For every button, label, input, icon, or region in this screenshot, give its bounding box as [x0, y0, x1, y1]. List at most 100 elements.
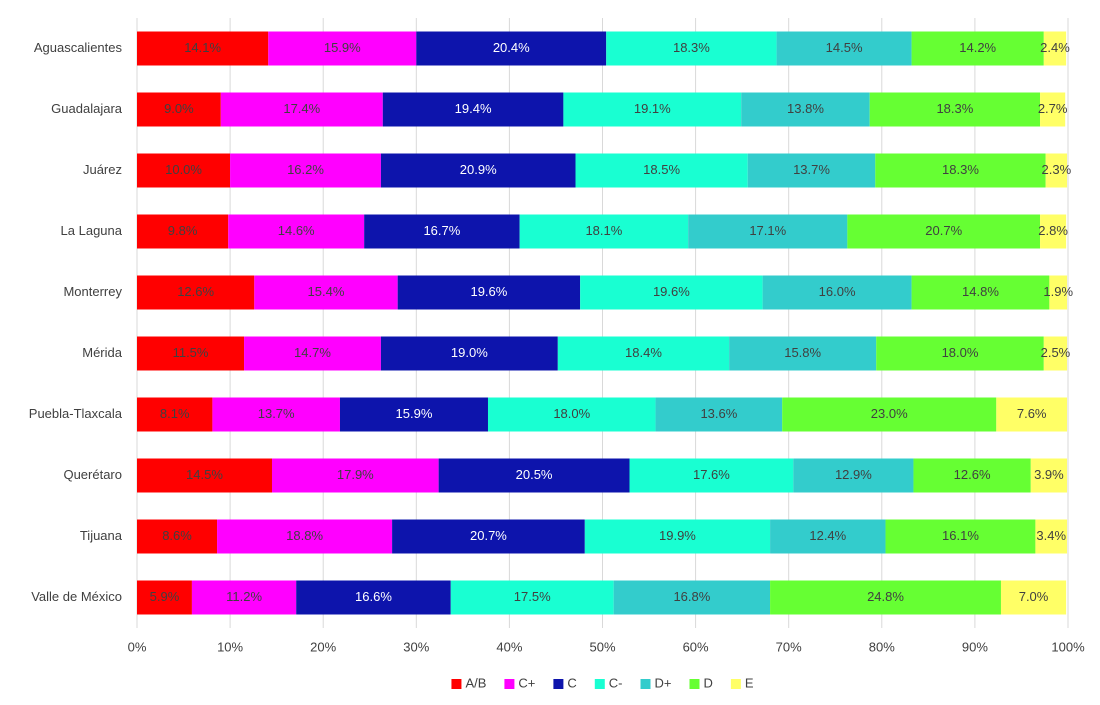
data-label: 1.9%: [1043, 284, 1073, 299]
data-label: 14.1%: [184, 40, 221, 55]
bar-segment: [519, 214, 689, 249]
legend-swatch: [640, 679, 651, 689]
data-label: 16.0%: [819, 284, 856, 299]
bar-segment: [191, 580, 297, 615]
data-label: 20.4%: [493, 40, 530, 55]
bar-segment: [339, 397, 488, 432]
data-label: 18.8%: [286, 528, 323, 543]
bar-segment: [364, 214, 520, 249]
data-label: 9.0%: [164, 101, 194, 116]
data-label: 20.7%: [925, 223, 962, 238]
bar-segment: [268, 31, 417, 66]
data-label: 3.4%: [1036, 528, 1066, 543]
bar-segment: [137, 214, 229, 249]
data-label: 19.6%: [470, 284, 507, 299]
data-label: 12.9%: [835, 467, 872, 482]
bar-segment: [416, 31, 607, 66]
data-label: 2.5%: [1041, 345, 1071, 360]
bar-segment: [911, 275, 1050, 310]
bar-segment: [557, 336, 730, 371]
data-label: 18.4%: [625, 345, 662, 360]
data-label: 10.0%: [165, 162, 202, 177]
data-label: 19.6%: [653, 284, 690, 299]
bar-segment: [996, 397, 1068, 432]
x-tick-label: 60%: [683, 639, 709, 654]
data-label: 5.9%: [150, 589, 180, 604]
bar-segment: [575, 153, 748, 188]
bar-segment: [382, 92, 564, 127]
bar-segment: [137, 336, 245, 371]
bar-segment: [1000, 580, 1067, 615]
data-label: 16.7%: [423, 223, 460, 238]
data-label: 17.5%: [514, 589, 551, 604]
y-tick-label: Monterrey: [63, 284, 122, 299]
bar-segment: [438, 458, 630, 493]
data-label: 17.4%: [283, 101, 320, 116]
legend-label: C+: [518, 675, 535, 690]
data-label: 13.7%: [258, 406, 295, 421]
data-label: 12.6%: [177, 284, 214, 299]
data-label: 18.3%: [673, 40, 710, 55]
data-label: 15.9%: [396, 406, 433, 421]
legend-swatch: [451, 679, 462, 689]
data-label: 12.4%: [809, 528, 846, 543]
data-label: 14.5%: [186, 467, 223, 482]
bar-segment: [688, 214, 848, 249]
bar-segment: [230, 153, 381, 188]
bar-segment: [137, 519, 218, 554]
bar-segment: [629, 458, 794, 493]
bar-segment: [487, 397, 656, 432]
bar-segment: [613, 580, 771, 615]
bar-segment: [876, 336, 1044, 371]
x-tick-label: 90%: [962, 639, 988, 654]
data-label: 14.8%: [962, 284, 999, 299]
legend-label: E: [745, 675, 754, 690]
bar-segment: [580, 275, 763, 310]
bar-segment: [137, 31, 269, 66]
bar-segment: [137, 458, 272, 493]
data-label: 8.1%: [160, 406, 190, 421]
bar-segment: [397, 275, 581, 310]
data-label: 18.5%: [643, 162, 680, 177]
bar-segment: [747, 153, 876, 188]
data-label: 15.8%: [784, 345, 821, 360]
data-label: 16.2%: [287, 162, 324, 177]
y-tick-label: Puebla-Tlaxcala: [29, 406, 123, 421]
data-label: 20.9%: [460, 162, 497, 177]
bar-segment: [1043, 336, 1068, 371]
bar-segment: [212, 397, 340, 432]
data-label: 18.0%: [553, 406, 590, 421]
data-label: 9.8%: [168, 223, 198, 238]
data-label: 20.5%: [516, 467, 553, 482]
bar-segment: [655, 397, 783, 432]
legend-label: D: [703, 675, 712, 690]
bar-segment: [137, 153, 231, 188]
y-tick-label: Valle de México: [31, 589, 122, 604]
data-label: 2.7%: [1038, 101, 1068, 116]
bar-segment: [729, 336, 877, 371]
data-label: 23.0%: [871, 406, 908, 421]
data-label: 16.1%: [942, 528, 979, 543]
bar-segment: [563, 92, 742, 127]
x-tick-label: 40%: [496, 639, 522, 654]
data-label: 15.4%: [308, 284, 345, 299]
data-label: 14.5%: [826, 40, 863, 55]
bar-segment: [271, 458, 439, 493]
bar-segment: [392, 519, 585, 554]
bar-segment: [1040, 214, 1067, 249]
data-label: 19.4%: [455, 101, 492, 116]
bar-segment: [762, 275, 912, 310]
y-tick-label: Guadalajara: [51, 101, 123, 116]
legend-swatch: [689, 679, 700, 689]
bar-segment: [1045, 153, 1068, 188]
bar-segment: [137, 92, 221, 127]
x-tick-label: 100%: [1051, 639, 1085, 654]
bar-segment: [296, 580, 451, 615]
bar-segment: [137, 580, 192, 615]
bar-segment: [217, 519, 393, 554]
bar-segment: [770, 519, 886, 554]
bar-segment: [228, 214, 365, 249]
bar-segment: [875, 153, 1046, 188]
data-label: 18.0%: [942, 345, 979, 360]
